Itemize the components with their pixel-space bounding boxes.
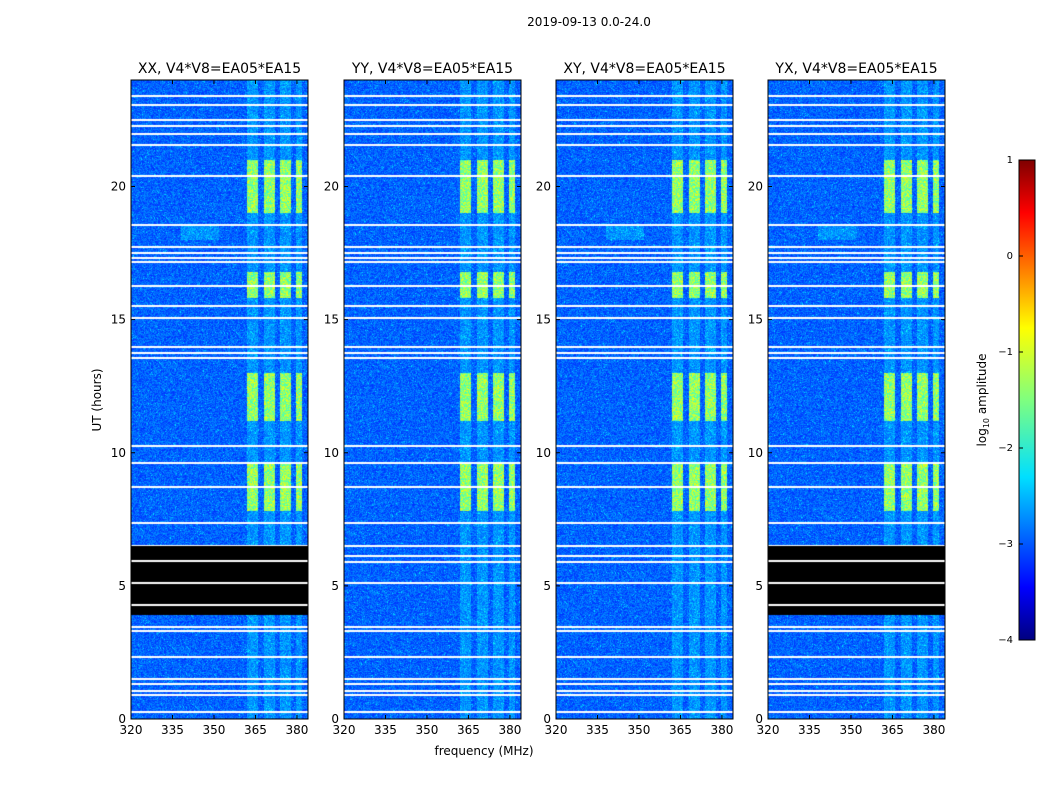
colorbar-tick-label: −4	[998, 635, 1013, 646]
colorbar-tick-label: 1	[1007, 155, 1013, 166]
colorbar-tick-label: 0	[1007, 251, 1013, 262]
heatmap-image	[556, 80, 733, 719]
colorbar-label: log10 amplitude	[975, 354, 991, 447]
y-tick-label: 5	[755, 579, 763, 593]
panel-title: XX, V4*V8=EA05*EA15	[138, 61, 301, 77]
heatmap-image	[768, 80, 945, 719]
x-tick-label: 335	[586, 723, 609, 737]
x-tick-label: 335	[161, 723, 184, 737]
plot-frame	[555, 79, 734, 720]
y-tick-label: 0	[543, 712, 551, 726]
y-tick-label: 0	[331, 712, 339, 726]
panel-xx: XX, V4*V8=EA05*EA15 320 335 350 365 380 0 5 10 15…	[111, 61, 309, 737]
x-tick-label: 350	[840, 723, 863, 737]
y-tick-label: 10	[111, 446, 126, 460]
y-tick-label: 5	[543, 579, 551, 593]
y-tick-label: 15	[748, 313, 763, 327]
x-tick-label: 320	[333, 723, 356, 737]
colorbar-tick-label: −2	[998, 443, 1013, 454]
y-tick-label: 20	[324, 180, 339, 194]
colorbar-tick-label: −1	[998, 347, 1013, 358]
panel-yx: YX, V4*V8=EA05*EA15 320 335 350 365 380 0 5 10 15…	[748, 61, 946, 737]
x-tick-label: 350	[628, 723, 651, 737]
x-tick-label: 350	[203, 723, 226, 737]
plot-frame	[767, 79, 946, 720]
panels: XX, V4*V8=EA05*EA15 320 335 350 365 380 0 5 10 15…	[111, 61, 946, 737]
x-tick-label: 365	[457, 723, 480, 737]
heatmap-image	[344, 80, 521, 719]
x-tick-label: 365	[244, 723, 267, 737]
y-tick-label: 15	[536, 313, 551, 327]
x-tick-label: 380	[922, 723, 945, 737]
y-axis-label: UT (hours)	[90, 368, 104, 431]
panel-yy: YY, V4*V8=EA05*EA15 320 335 350 365 380 0 5 10 15…	[324, 61, 522, 737]
x-tick-label: 380	[710, 723, 733, 737]
figure-title: 2019-09-13 0.0-24.0	[527, 15, 651, 29]
y-tick-label: 15	[111, 313, 126, 327]
y-tick-label: 20	[748, 180, 763, 194]
panel-title: YX, V4*V8=EA05*EA15	[774, 61, 937, 77]
heatmap-image	[131, 80, 308, 719]
y-tick-label: 10	[536, 446, 551, 460]
colorbar-tick-label: −3	[998, 539, 1013, 550]
plot-frame	[130, 79, 309, 720]
colorbar: 10−1−2−3−4 log10 amplitude	[975, 155, 1036, 646]
colorbar-label-subscript: 10	[982, 418, 991, 428]
x-tick-label: 365	[669, 723, 692, 737]
x-axis-label: frequency (MHz)	[434, 744, 533, 758]
y-tick-label: 20	[536, 180, 551, 194]
x-tick-label: 380	[285, 723, 308, 737]
x-tick-label: 320	[120, 723, 143, 737]
panel-title: YY, V4*V8=EA05*EA15	[351, 61, 513, 77]
colorbar-ticks: 1 0 −1 −2 −3 −4	[998, 155, 1023, 646]
x-tick-label: 380	[498, 723, 521, 737]
y-tick-label: 20	[111, 180, 126, 194]
x-tick-label: 335	[374, 723, 397, 737]
x-tick-label: 365	[881, 723, 904, 737]
plot-frame	[343, 79, 522, 720]
y-tick-label: 0	[118, 712, 126, 726]
colorbar-gradient	[1018, 159, 1036, 641]
y-tick-label: 10	[748, 446, 763, 460]
x-tick-label: 350	[416, 723, 439, 737]
colorbar-label-tail: amplitude	[975, 354, 989, 418]
y-tick-label: 10	[324, 446, 339, 460]
y-tick-label: 5	[331, 579, 339, 593]
x-tick-label: 335	[798, 723, 821, 737]
panel-title: XY, V4*V8=EA05*EA15	[563, 61, 725, 77]
panel-xy: XY, V4*V8=EA05*EA15 320 335 350 365 380 0 5 10 15…	[536, 61, 734, 737]
x-tick-label: 320	[545, 723, 568, 737]
x-tick-label: 320	[757, 723, 780, 737]
y-tick-label: 0	[755, 712, 763, 726]
y-tick-label: 15	[324, 313, 339, 327]
y-tick-label: 5	[118, 579, 126, 593]
